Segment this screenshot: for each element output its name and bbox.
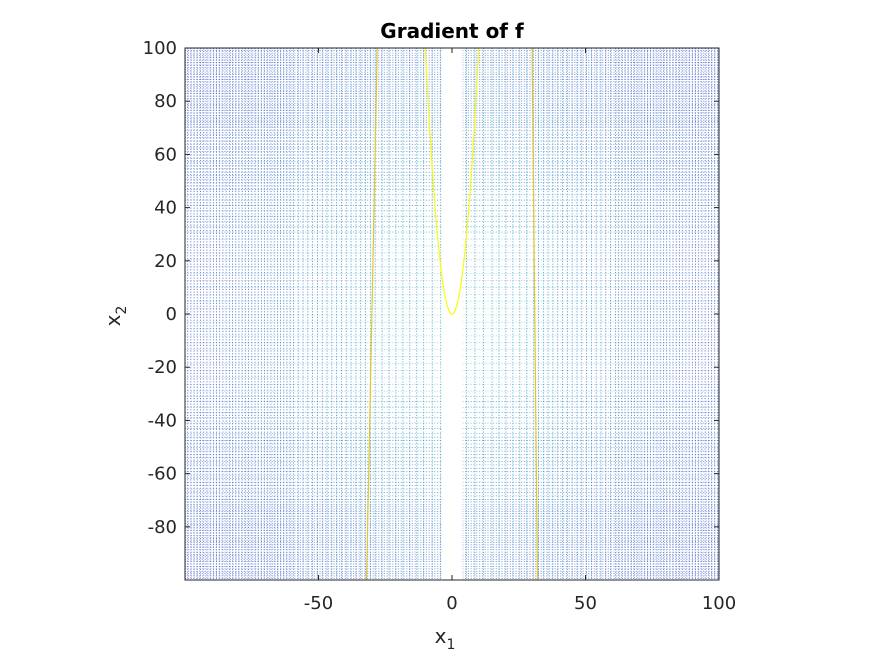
y-tick-label: 0 xyxy=(166,304,177,325)
y-tick-label: -20 xyxy=(148,357,177,378)
curve-left-band xyxy=(365,47,378,581)
chart-title: Gradient of f xyxy=(380,19,524,43)
y-tick-label: -80 xyxy=(148,517,177,538)
y-tick-label: -60 xyxy=(148,464,177,485)
y-tick-label: 80 xyxy=(154,91,177,112)
y-axis-label-subscript: 2 xyxy=(114,306,130,315)
x-tick-label: -50 xyxy=(304,593,333,614)
x-axis-label: x1 xyxy=(435,624,456,653)
y-tick-label: 100 xyxy=(143,38,177,59)
y-axis-label-base: x xyxy=(101,314,125,326)
curve-parabola xyxy=(424,47,480,315)
y-axis-ticks: 100 80 60 40 20 0 -20 -40 -60 -80 xyxy=(143,38,719,538)
x-axis-label-subscript: 1 xyxy=(446,637,455,653)
x-tick-label: 50 xyxy=(574,593,597,614)
plot-area xyxy=(184,47,720,581)
x-tick-label: 0 xyxy=(446,593,457,614)
contour-lines xyxy=(185,47,719,580)
x-tick-label: 100 xyxy=(702,593,736,614)
y-tick-label: 20 xyxy=(154,251,177,272)
x-axis-ticks: -50 0 50 100 xyxy=(304,48,736,614)
y-tick-label: 60 xyxy=(154,144,177,165)
solid-curves xyxy=(365,47,539,581)
y-tick-label: 40 xyxy=(154,198,177,219)
y-tick-label: -40 xyxy=(148,410,177,431)
y-axis-label: x2 xyxy=(101,306,130,327)
curve-right-band xyxy=(531,47,539,581)
x-axis-label-base: x xyxy=(435,624,447,648)
